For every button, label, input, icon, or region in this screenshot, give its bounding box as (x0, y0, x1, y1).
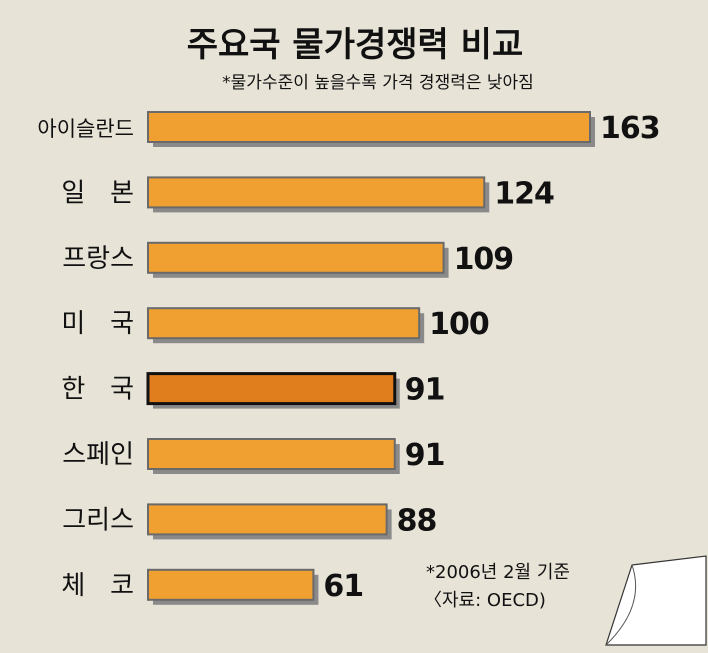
chart-subtitle: *물가수준이 높을수록 가격 경쟁력은 낮아짐 (222, 73, 534, 93)
category-label: 아이슬란드 (37, 117, 134, 141)
category-label: 미 국 (61, 309, 134, 339)
value-label: 91 (405, 438, 445, 473)
page-curl-icon (605, 555, 707, 646)
chart-title: 주요국 물가경쟁력 비교 (187, 25, 523, 65)
category-label: 일 본 (61, 178, 134, 208)
page-curl-fold (605, 564, 637, 646)
bar (147, 176, 486, 209)
value-label: 124 (494, 176, 554, 211)
category-label: 한 국 (61, 375, 134, 405)
bar (147, 568, 315, 601)
value-label: 109 (454, 242, 514, 277)
category-label: 그리스 (62, 505, 134, 535)
value-label: 88 (397, 503, 437, 538)
category-label: 체 코 (61, 571, 134, 601)
source-note: 〈자료: OECD) (424, 590, 546, 611)
bar (146, 372, 397, 406)
value-label: 91 (405, 373, 445, 408)
value-label: 163 (600, 111, 660, 146)
bar (147, 503, 388, 536)
category-label: 스페인 (62, 440, 134, 470)
value-label: 61 (323, 569, 363, 604)
value-label: 100 (429, 307, 489, 342)
bars-layer: 아이슬란드 163 일 본 124 프랑스 109 미 국 100 한 국 91 스페인 91 그리스 8… (37, 111, 661, 605)
bar (147, 438, 396, 470)
bar (147, 307, 421, 340)
bar (147, 241, 445, 274)
bar (147, 111, 591, 143)
category-label: 프랑스 (62, 244, 134, 274)
date-note: *2006년 2월 기준 (426, 562, 570, 583)
